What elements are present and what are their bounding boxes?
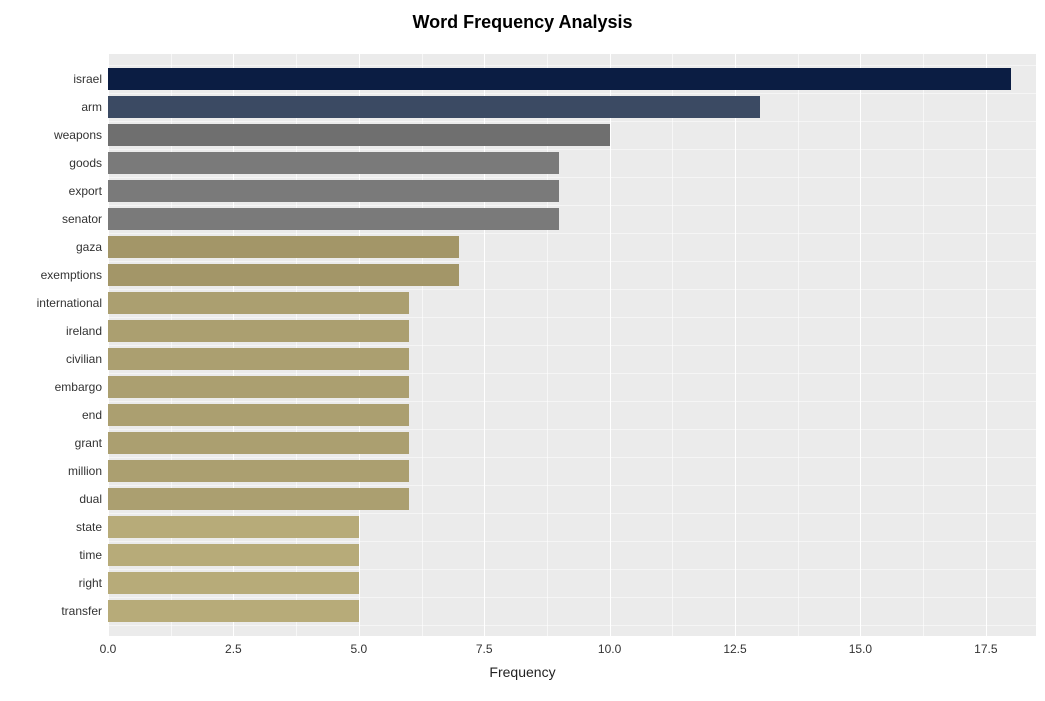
- bar: [108, 600, 359, 622]
- gridline-h: [108, 261, 1036, 262]
- bar: [108, 68, 1011, 90]
- bar: [108, 488, 409, 510]
- bar: [108, 460, 409, 482]
- x-tick-label: 15.0: [849, 636, 872, 656]
- gridline-h: [108, 65, 1036, 66]
- gridline-h: [108, 625, 1036, 626]
- y-tick-label: state: [76, 520, 108, 534]
- x-axis-title: Frequency: [0, 664, 1045, 680]
- gridline-h: [108, 317, 1036, 318]
- y-tick-label: senator: [62, 212, 108, 226]
- y-tick-label: international: [37, 296, 108, 310]
- gridline-h: [108, 513, 1036, 514]
- y-tick-label: civilian: [66, 352, 108, 366]
- gridline-h: [108, 541, 1036, 542]
- bar: [108, 572, 359, 594]
- bar: [108, 180, 559, 202]
- y-tick-label: grant: [75, 436, 108, 450]
- bar: [108, 348, 409, 370]
- y-tick-label: exemptions: [41, 268, 108, 282]
- y-tick-label: goods: [69, 156, 108, 170]
- gridline-h: [108, 597, 1036, 598]
- y-tick-label: transfer: [61, 604, 108, 618]
- chart-title: Word Frequency Analysis: [0, 12, 1045, 33]
- gridline-h: [108, 429, 1036, 430]
- gridline-h: [108, 93, 1036, 94]
- y-tick-label: embargo: [55, 380, 108, 394]
- y-tick-label: arm: [81, 100, 108, 114]
- x-tick-label: 12.5: [723, 636, 746, 656]
- y-tick-label: gaza: [76, 240, 108, 254]
- bar: [108, 404, 409, 426]
- y-tick-label: right: [79, 576, 108, 590]
- bar: [108, 264, 459, 286]
- bar: [108, 544, 359, 566]
- gridline-h: [108, 401, 1036, 402]
- x-tick-label: 5.0: [350, 636, 367, 656]
- plot-area: israelarmweaponsgoodsexportsenatorgazaex…: [108, 54, 1036, 636]
- bar: [108, 516, 359, 538]
- x-tick-label: 0.0: [100, 636, 117, 656]
- x-tick-label: 7.5: [476, 636, 493, 656]
- y-tick-label: israel: [73, 72, 108, 86]
- y-tick-label: dual: [79, 492, 108, 506]
- y-tick-label: ireland: [66, 324, 108, 338]
- bar: [108, 208, 559, 230]
- gridline-h: [108, 205, 1036, 206]
- bar: [108, 320, 409, 342]
- x-tick-label: 2.5: [225, 636, 242, 656]
- gridline-h: [108, 485, 1036, 486]
- gridline-h: [108, 149, 1036, 150]
- gridline-h: [108, 457, 1036, 458]
- gridline-h: [108, 345, 1036, 346]
- bar: [108, 96, 760, 118]
- y-tick-label: end: [82, 408, 108, 422]
- bar: [108, 292, 409, 314]
- bar: [108, 376, 409, 398]
- gridline-h: [108, 177, 1036, 178]
- bar: [108, 124, 610, 146]
- chart-container: Word Frequency Analysis israelarmweapons…: [0, 0, 1045, 701]
- gridline-h: [108, 569, 1036, 570]
- y-tick-label: time: [79, 548, 108, 562]
- bar: [108, 152, 559, 174]
- x-tick-label: 17.5: [974, 636, 997, 656]
- bar: [108, 236, 459, 258]
- y-tick-label: export: [69, 184, 108, 198]
- gridline-h: [108, 121, 1036, 122]
- gridline-h: [108, 373, 1036, 374]
- x-tick-label: 10.0: [598, 636, 621, 656]
- bar: [108, 432, 409, 454]
- y-tick-label: weapons: [54, 128, 108, 142]
- gridline-h: [108, 233, 1036, 234]
- y-tick-label: million: [68, 464, 108, 478]
- gridline-h: [108, 289, 1036, 290]
